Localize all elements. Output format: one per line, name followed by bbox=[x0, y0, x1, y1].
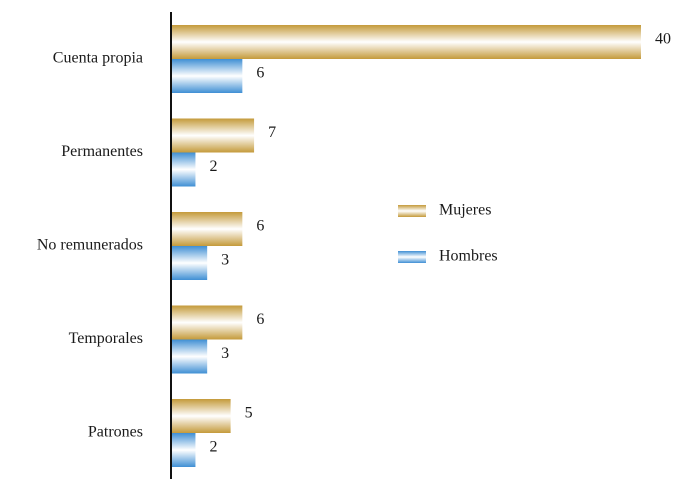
bar bbox=[172, 152, 196, 187]
bar bbox=[172, 25, 641, 59]
data-label: 2 bbox=[209, 439, 217, 456]
bar bbox=[172, 59, 243, 93]
legend-swatch bbox=[398, 251, 426, 263]
bar bbox=[172, 433, 196, 467]
category-label: Cuenta propia bbox=[53, 50, 143, 67]
data-label: 7 bbox=[268, 124, 276, 141]
category-label: Permanentes bbox=[61, 143, 143, 160]
data-label: 40 bbox=[655, 31, 671, 48]
category-label: No remunerados bbox=[37, 237, 143, 254]
category-label: Temporales bbox=[69, 330, 143, 347]
data-label: 3 bbox=[221, 345, 229, 362]
bar bbox=[172, 399, 231, 433]
data-label: 6 bbox=[256, 65, 264, 82]
data-label: 2 bbox=[209, 158, 217, 175]
legend-label: Hombres bbox=[439, 248, 498, 265]
category-label: Patrones bbox=[88, 424, 143, 441]
bar bbox=[172, 339, 208, 374]
bar bbox=[172, 118, 255, 153]
bar bbox=[172, 246, 208, 280]
legend-swatch bbox=[398, 205, 426, 217]
data-label: 6 bbox=[256, 311, 264, 328]
bar bbox=[172, 305, 243, 340]
bar bbox=[172, 212, 243, 246]
data-label: 6 bbox=[256, 218, 264, 235]
data-label: 3 bbox=[221, 252, 229, 269]
legend-label: Mujeres bbox=[439, 202, 491, 219]
data-label: 5 bbox=[245, 405, 253, 422]
